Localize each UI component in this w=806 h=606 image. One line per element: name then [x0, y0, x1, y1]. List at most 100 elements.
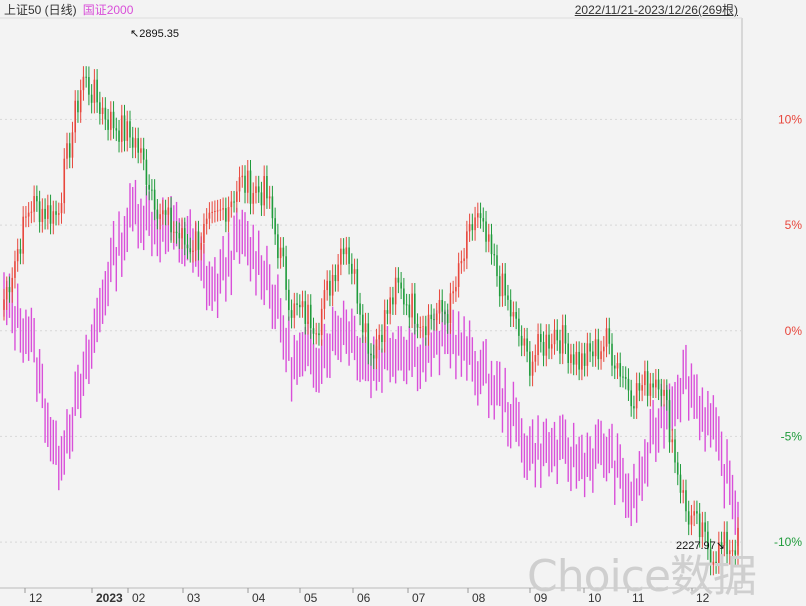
candle-body: [203, 223, 205, 243]
candle-body: [318, 333, 320, 336]
candle-body: [474, 217, 476, 231]
candle-body: [268, 196, 271, 199]
candle-body: [635, 383, 638, 409]
candle-body: [156, 209, 159, 219]
candle-body: [556, 329, 559, 341]
x-tick-label: 09: [534, 591, 548, 605]
candle-body: [649, 383, 652, 396]
candle-body: [271, 196, 274, 219]
candle-body: [63, 158, 66, 204]
candle-body: [592, 351, 594, 357]
candle-body: [375, 339, 378, 359]
candle-body: [307, 304, 309, 324]
candle-body: [3, 299, 5, 310]
candle-body: [613, 365, 616, 369]
candle-body: [342, 248, 345, 255]
candle-body: [394, 277, 397, 305]
candle-body: [85, 76, 87, 78]
candle-body: [38, 201, 41, 223]
candle-body: [471, 224, 474, 231]
x-tick-label: 2023: [96, 591, 123, 605]
candle-body: [11, 277, 14, 293]
candle-body: [487, 234, 490, 242]
candle-body: [227, 207, 230, 222]
candle-body: [49, 205, 52, 224]
candle-body: [674, 439, 676, 463]
candle-body: [315, 333, 318, 335]
candle-body: [326, 280, 328, 291]
candle-body: [181, 228, 183, 239]
candle-body: [403, 288, 405, 305]
candle-body: [167, 207, 170, 215]
candle-body: [153, 189, 156, 210]
candle-body: [561, 325, 564, 354]
candle-body: [219, 209, 222, 211]
candle-body: [52, 211, 55, 224]
candle-body: [131, 137, 134, 148]
candle-body: [712, 561, 715, 565]
candle-body: [205, 218, 208, 224]
candle-body: [93, 79, 96, 103]
candle-body: [523, 338, 526, 346]
candle-body: [337, 264, 339, 282]
candle-body: [633, 406, 635, 409]
x-tick-label: 12: [696, 591, 710, 605]
candle-body: [134, 138, 137, 148]
candle-body: [728, 550, 731, 555]
candle-body: [737, 527, 739, 555]
candle-body: [641, 385, 643, 391]
candle-body: [665, 389, 668, 401]
date-range-label[interactable]: 2022/11/21-2023/12/26(269根): [574, 3, 738, 17]
candle-body: [241, 175, 244, 178]
candle-body: [164, 210, 167, 215]
candle-body: [490, 234, 493, 255]
candle-body: [66, 143, 68, 159]
candle-body: [296, 303, 298, 305]
x-tick-label: 07: [412, 591, 426, 605]
candle-body: [550, 344, 553, 349]
candle-body: [616, 363, 619, 369]
candle-body: [512, 312, 515, 317]
candle-body: [192, 250, 194, 252]
candle-body: [608, 328, 611, 344]
candle-body: [298, 304, 301, 308]
candle-body: [597, 339, 600, 360]
x-tick-label: 06: [357, 591, 371, 605]
candle-body: [107, 119, 109, 130]
candle-body: [225, 208, 227, 222]
candle-body: [186, 244, 189, 249]
candle-body: [381, 334, 383, 343]
candle-body: [435, 313, 438, 321]
candle-body: [145, 159, 148, 185]
candle-body: [238, 177, 241, 192]
candle-body: [397, 277, 400, 283]
candle-body: [329, 280, 331, 296]
candle-body: [304, 301, 307, 324]
legend-series-1[interactable]: 上证50 (日线): [4, 3, 77, 17]
candle-body: [663, 389, 665, 396]
x-tick-label: 03: [187, 591, 201, 605]
candle-body: [731, 550, 734, 552]
candle-body: [364, 323, 367, 333]
candle-body: [211, 211, 213, 213]
candle-body: [567, 343, 569, 364]
candle-body: [16, 249, 19, 262]
candle-body: [173, 231, 175, 233]
candle-body: [359, 303, 361, 315]
y-tick-label: 10%: [778, 112, 802, 126]
candle-body: [520, 335, 523, 346]
candle-body: [263, 176, 265, 206]
candle-body: [129, 121, 131, 138]
candle-body: [323, 290, 326, 309]
candle-body: [449, 293, 452, 324]
candle-body: [408, 304, 411, 318]
candle-body: [405, 304, 408, 306]
candle-body: [652, 383, 654, 388]
candle-body: [88, 77, 90, 95]
candle-body: [200, 242, 202, 250]
candle-body: [5, 287, 8, 300]
candle-body: [463, 258, 465, 262]
legend-series-2[interactable]: 国证2000: [82, 3, 134, 17]
candle-body: [685, 490, 687, 512]
